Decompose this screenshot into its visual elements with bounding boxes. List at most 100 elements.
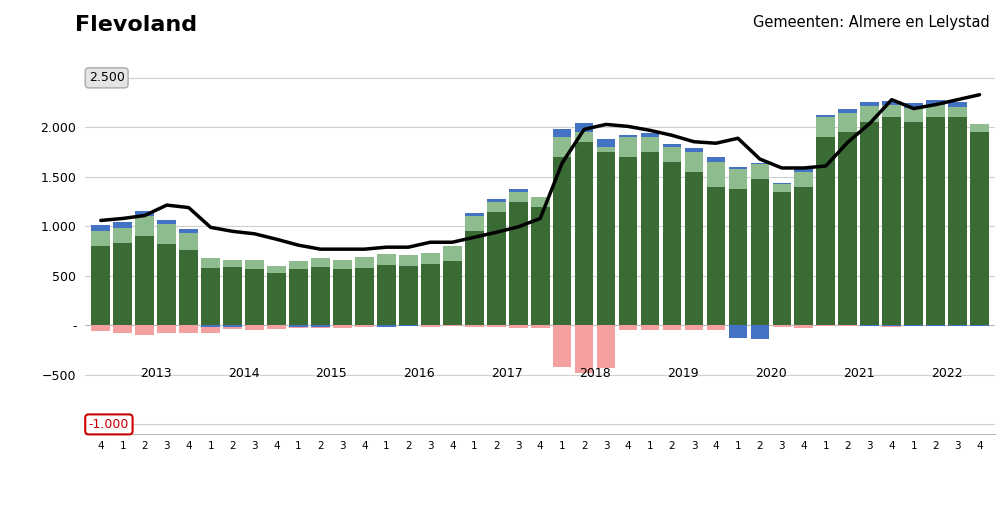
Text: 2015: 2015 (316, 367, 348, 380)
Bar (553, 325, 572, 367)
Bar (904, 122, 923, 325)
Bar (707, 325, 726, 330)
Bar (553, 137, 572, 157)
Bar (509, 325, 528, 328)
Bar (641, 137, 659, 152)
Bar (970, 325, 989, 326)
Bar (91, 246, 111, 325)
Bar (465, 213, 483, 217)
Bar (970, 124, 989, 132)
Bar (531, 325, 550, 328)
Bar (553, 157, 572, 325)
Bar (949, 102, 967, 107)
Bar (377, 254, 396, 265)
Bar (949, 325, 967, 326)
Bar (795, 325, 813, 328)
Bar (245, 260, 264, 269)
Text: 2014: 2014 (228, 367, 259, 380)
Bar (641, 152, 659, 325)
Bar (114, 228, 132, 243)
Bar (795, 187, 813, 325)
Bar (245, 269, 264, 325)
Text: 2022: 2022 (931, 367, 963, 380)
Bar (795, 172, 813, 187)
Bar (509, 192, 528, 201)
Bar (729, 167, 748, 169)
Bar (312, 325, 330, 327)
Bar (904, 325, 923, 326)
Bar (927, 100, 945, 105)
Bar (838, 110, 857, 113)
Bar (970, 132, 989, 325)
Bar (223, 267, 242, 325)
Bar (158, 244, 176, 325)
Bar (267, 273, 285, 325)
Bar (860, 102, 879, 106)
Bar (751, 325, 769, 339)
Text: 2013: 2013 (140, 367, 172, 380)
Bar (662, 162, 681, 325)
Bar (333, 269, 352, 325)
Bar (619, 137, 637, 157)
Bar (355, 268, 374, 325)
Bar (597, 147, 615, 152)
Bar (201, 325, 220, 327)
Bar (729, 189, 748, 325)
Bar (927, 325, 945, 326)
Bar (773, 192, 791, 325)
Bar (114, 325, 132, 333)
Text: Flevoland: Flevoland (75, 15, 198, 35)
Text: 2016: 2016 (404, 367, 435, 380)
Bar (882, 118, 901, 325)
Bar (707, 157, 726, 162)
Bar (641, 325, 659, 330)
Bar (267, 325, 285, 329)
Bar (619, 135, 637, 137)
Bar (773, 184, 791, 192)
Bar (421, 253, 439, 264)
Bar (136, 217, 154, 236)
Bar (949, 107, 967, 118)
Bar (333, 325, 352, 328)
Bar (904, 108, 923, 122)
Bar (662, 147, 681, 162)
Bar (729, 169, 748, 189)
Bar (355, 325, 374, 327)
Bar (179, 325, 198, 333)
Bar (421, 325, 439, 327)
Bar (882, 325, 901, 327)
Bar (486, 212, 506, 325)
Bar (136, 325, 154, 335)
Bar (443, 261, 461, 325)
Bar (641, 133, 659, 137)
Bar (158, 325, 176, 333)
Bar (575, 132, 594, 142)
Bar (245, 325, 264, 330)
Bar (795, 168, 813, 172)
Bar (927, 325, 945, 326)
Bar (136, 211, 154, 217)
Text: 2020: 2020 (755, 367, 787, 380)
Bar (312, 258, 330, 267)
Bar (684, 172, 704, 325)
Bar (927, 105, 945, 118)
Bar (949, 118, 967, 325)
Bar (882, 105, 901, 118)
Bar (333, 260, 352, 269)
Bar (816, 118, 835, 137)
Bar (684, 325, 704, 330)
Bar (751, 164, 769, 179)
Bar (201, 258, 220, 268)
Bar (443, 325, 461, 326)
Bar (882, 101, 901, 105)
Bar (289, 325, 308, 328)
Bar (223, 325, 242, 329)
Bar (465, 325, 483, 327)
Bar (684, 148, 704, 152)
Bar (860, 122, 879, 325)
Bar (970, 325, 989, 326)
Bar (597, 325, 615, 368)
Bar (904, 103, 923, 108)
Bar (486, 201, 506, 212)
Bar (377, 325, 396, 327)
